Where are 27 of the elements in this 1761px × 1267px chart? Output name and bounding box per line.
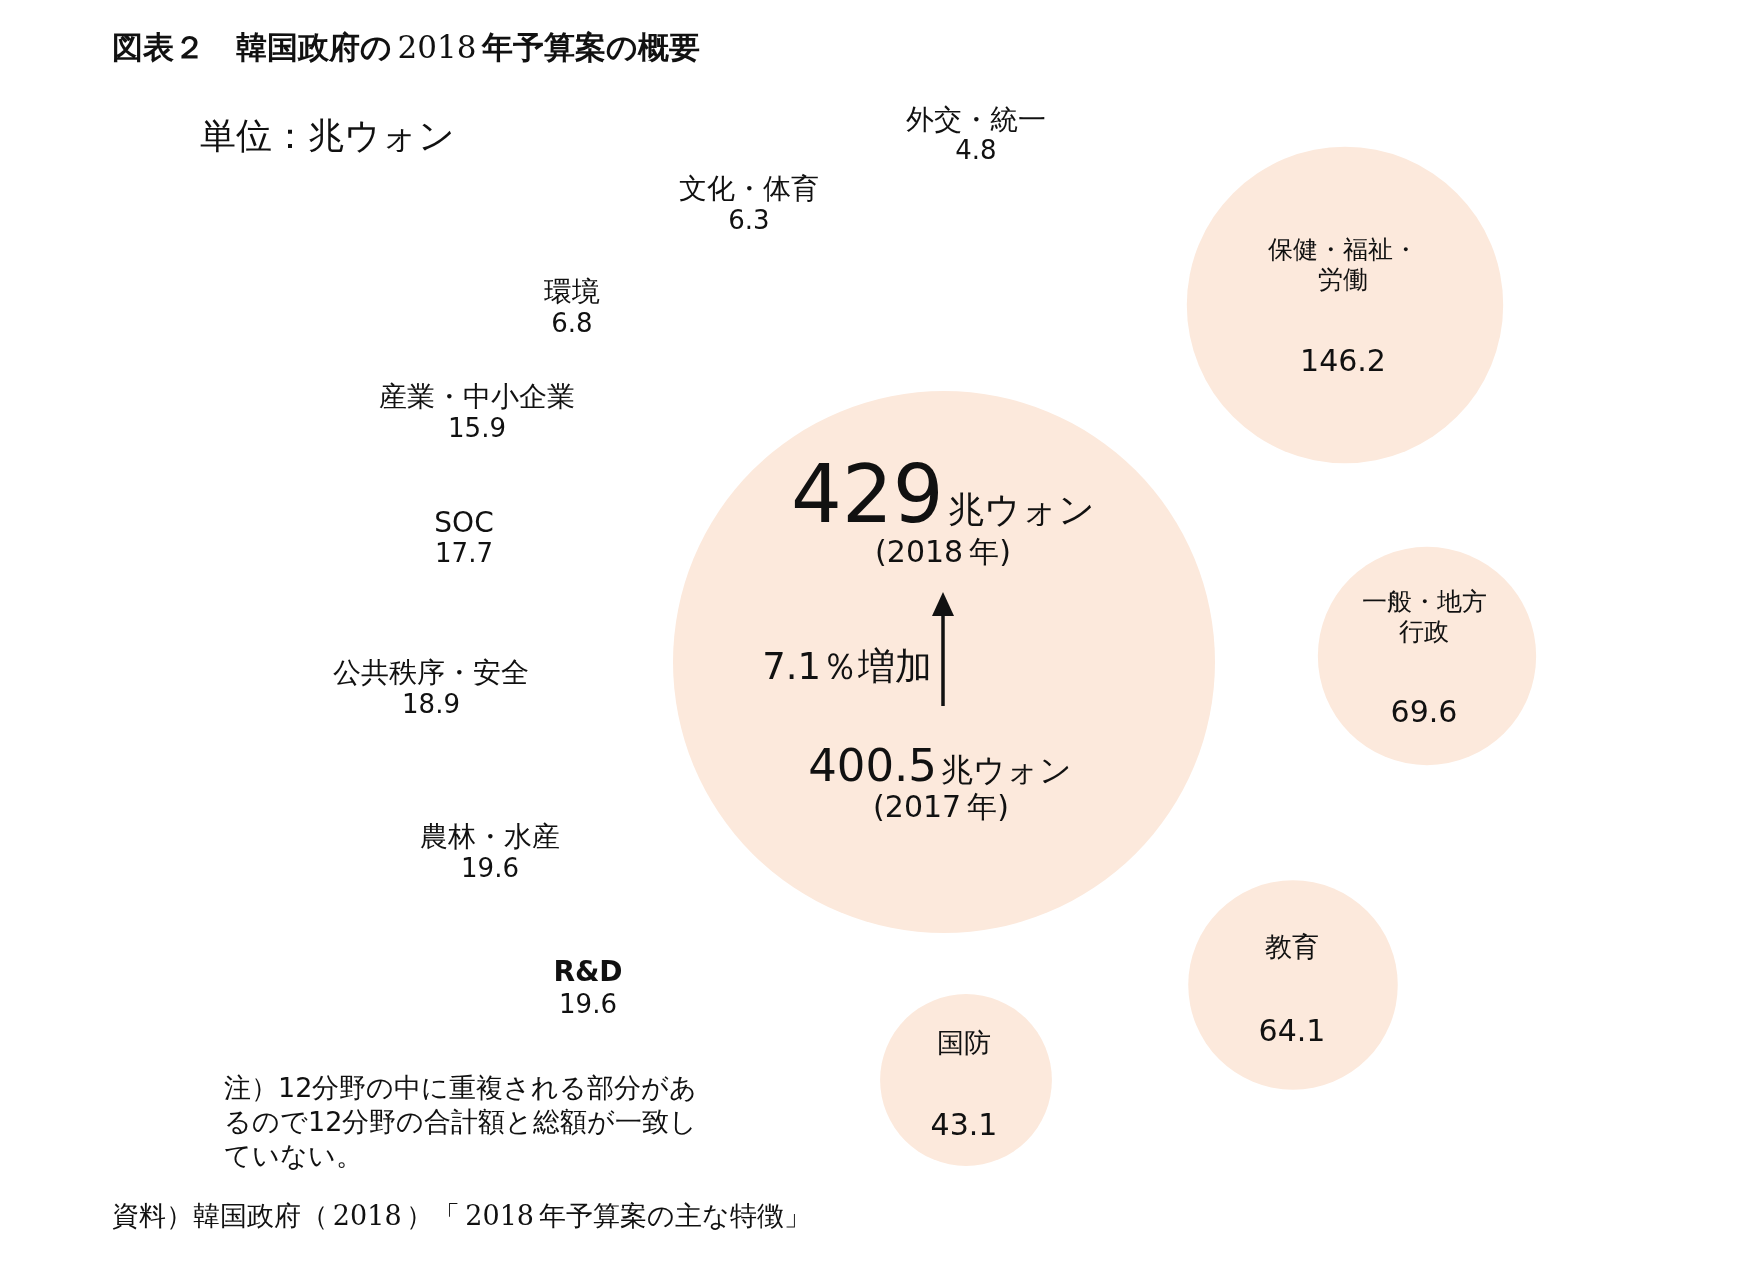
- value-label: 4.8: [955, 135, 997, 166]
- value-label: 19.6: [559, 989, 617, 1020]
- value-label: 6.3: [728, 205, 770, 236]
- subtitle: 単位：兆ウォン: [200, 114, 455, 156]
- value-label: 19.6: [461, 853, 519, 884]
- value-label: 43.1: [930, 1106, 998, 1142]
- value-label: 17.7: [435, 538, 493, 569]
- category-label: 産業・中小企業: [379, 379, 575, 413]
- value-label: 6.8: [551, 308, 593, 339]
- value-label: 64.1: [1258, 1012, 1326, 1048]
- category-label: 一般・地方行政: [1361, 586, 1487, 646]
- category-label: 教育: [1265, 930, 1319, 962]
- category-label: 保健・福祉・労働: [1268, 234, 1418, 294]
- value-label: 146.2: [1300, 342, 1386, 378]
- category-label: 国防: [937, 1026, 991, 1058]
- category-label: 環境: [544, 274, 600, 308]
- value-label: 15.9: [448, 413, 506, 444]
- value-label: 69.6: [1390, 693, 1458, 729]
- category-label: 公共秩序・安全: [333, 655, 529, 689]
- category-label: SOC: [434, 505, 494, 539]
- annotation: 注）12分野の中に重複される部分があるので12分野の合計額と総額が一致していない。: [224, 1071, 698, 1171]
- category-label: 外交・統一: [906, 102, 1046, 136]
- annotation: 7.1％増加: [762, 644, 932, 688]
- value-label: 18.9: [402, 689, 460, 720]
- category-label: 文化・体育: [679, 171, 819, 205]
- category-label: 農林・水産: [420, 819, 560, 853]
- category-label: R&D: [553, 954, 623, 988]
